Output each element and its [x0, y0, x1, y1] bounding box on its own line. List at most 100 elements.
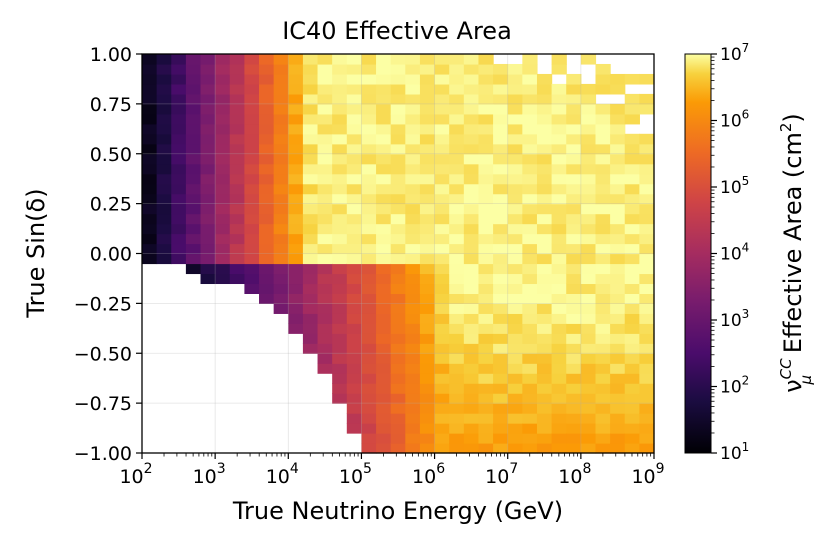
heatmap-cell — [551, 143, 567, 155]
heatmap-cell — [610, 323, 626, 334]
x-tick-label: 103 — [193, 461, 226, 488]
heatmap-cell — [419, 293, 436, 304]
heatmap-cell — [507, 393, 523, 404]
heatmap-cell — [463, 443, 480, 454]
heatmap-cell — [376, 63, 392, 75]
heatmap-cell — [200, 233, 216, 245]
heatmap-cell — [390, 293, 406, 304]
heatmap-cell — [610, 343, 626, 354]
heatmap-cell — [259, 113, 275, 125]
heatmap-cell — [332, 93, 348, 105]
heatmap-cell — [434, 263, 450, 275]
heatmap-cell — [302, 293, 319, 304]
heatmap-cell — [332, 233, 348, 245]
heatmap-cell — [419, 173, 436, 185]
heatmap-cell — [419, 403, 436, 414]
heatmap-cell — [332, 353, 348, 364]
heatmap-cell — [639, 233, 655, 245]
heatmap-cell — [346, 203, 363, 215]
heatmap-cell — [551, 413, 567, 424]
heatmap-cell — [610, 273, 626, 285]
heatmap-cell — [595, 343, 611, 354]
heatmap-cell — [478, 373, 494, 384]
heatmap-cell — [522, 303, 538, 314]
heatmap-cell — [156, 113, 172, 125]
heatmap-cell — [610, 133, 626, 145]
heatmap-cell — [493, 143, 509, 155]
heatmap-cell — [259, 103, 275, 115]
heatmap-cell — [478, 423, 494, 434]
heatmap-cell — [522, 393, 538, 404]
heatmap-cell — [493, 413, 509, 424]
heatmap-cell — [405, 213, 421, 225]
heatmap-cell — [390, 313, 406, 324]
heatmap-cell — [580, 273, 597, 285]
heatmap-cell — [610, 203, 626, 215]
heatmap-cell — [478, 413, 494, 424]
heatmap-cell — [142, 223, 158, 235]
heatmap-cell — [434, 103, 450, 115]
heatmap-cell — [302, 313, 319, 324]
y-tick-label: 0.00 — [90, 244, 132, 266]
heatmap-cell — [288, 54, 304, 65]
x-tick-label: 105 — [339, 461, 372, 488]
heatmap-cell — [376, 183, 392, 195]
heatmap-cell — [390, 283, 406, 294]
heatmap-cell — [639, 303, 655, 314]
heatmap-cell — [624, 233, 640, 245]
heatmap-cell — [361, 373, 377, 384]
heatmap-cell — [610, 143, 626, 155]
heatmap-cell — [478, 113, 494, 125]
heatmap-cell — [551, 403, 567, 414]
heatmap-cell — [376, 443, 392, 454]
heatmap-cell — [317, 363, 333, 374]
heatmap-cell — [493, 283, 509, 294]
heatmap-cell — [478, 343, 494, 354]
heatmap-cell — [200, 243, 216, 255]
heatmap-cell — [259, 243, 275, 255]
heatmap-cell — [419, 303, 436, 314]
heatmap-cell — [200, 73, 216, 85]
heatmap-cell — [302, 273, 319, 285]
heatmap-cell — [332, 293, 348, 304]
heatmap-cell — [493, 153, 509, 165]
heatmap-cell — [493, 393, 509, 404]
heatmap-cell — [522, 283, 538, 294]
heatmap-cell — [273, 203, 289, 215]
heatmap-cell — [200, 173, 216, 185]
heatmap-cell — [317, 333, 333, 344]
heatmap-cell — [317, 54, 333, 65]
heatmap-cell — [302, 133, 319, 145]
heatmap-cell — [273, 253, 289, 265]
heatmap-cell — [346, 363, 363, 374]
heatmap-cell — [390, 133, 406, 145]
heatmap-cell — [390, 163, 406, 175]
heatmap-cell — [551, 393, 567, 404]
heatmap-cell — [551, 83, 567, 95]
heatmap-cell — [610, 253, 626, 265]
heatmap-cell — [434, 183, 450, 195]
heatmap-cell — [639, 243, 655, 255]
heatmap-cell — [405, 323, 421, 334]
heatmap-cell — [317, 163, 333, 175]
heatmap-cell — [610, 403, 626, 414]
heatmap-cell — [215, 113, 231, 125]
heatmap-cell — [595, 273, 611, 285]
heatmap-cell — [463, 83, 480, 95]
heatmap-cell — [346, 273, 363, 285]
heatmap-cell — [624, 113, 640, 125]
x-axis-label: True Neutrino Energy (GeV) — [232, 497, 563, 525]
heatmap-cell — [493, 63, 509, 75]
heatmap-cell — [434, 323, 450, 334]
heatmap-cell — [361, 183, 377, 195]
heatmap-cell — [317, 243, 333, 255]
heatmap-cell — [463, 183, 480, 195]
heatmap-cell — [185, 263, 202, 275]
heatmap-cell — [493, 403, 509, 414]
heatmap-cell — [273, 213, 289, 225]
heatmap-cell — [215, 133, 231, 145]
heatmap-cell — [463, 153, 480, 165]
heatmap-cell — [610, 413, 626, 424]
heatmap-cell — [259, 173, 275, 185]
heatmap-cell — [361, 93, 377, 105]
